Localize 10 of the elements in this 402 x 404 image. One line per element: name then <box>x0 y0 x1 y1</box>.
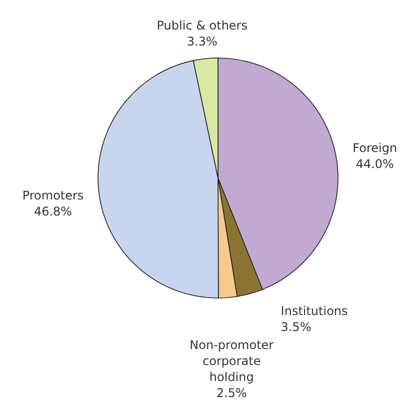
data-label: 3.5% <box>280 320 312 334</box>
slice-label: Public & others <box>156 18 248 32</box>
data-label: 2.5% <box>216 386 247 400</box>
data-label: 3.3% <box>186 34 218 48</box>
slice-label: Promoters <box>22 188 84 202</box>
data-label: 46.8% <box>34 204 72 218</box>
data-label: 44.0% <box>356 156 394 171</box>
slice-label: Institutions <box>280 304 348 318</box>
slice-label: Foreign <box>352 140 398 155</box>
slice-label: Non-promoter corporate holding <box>190 338 274 384</box>
